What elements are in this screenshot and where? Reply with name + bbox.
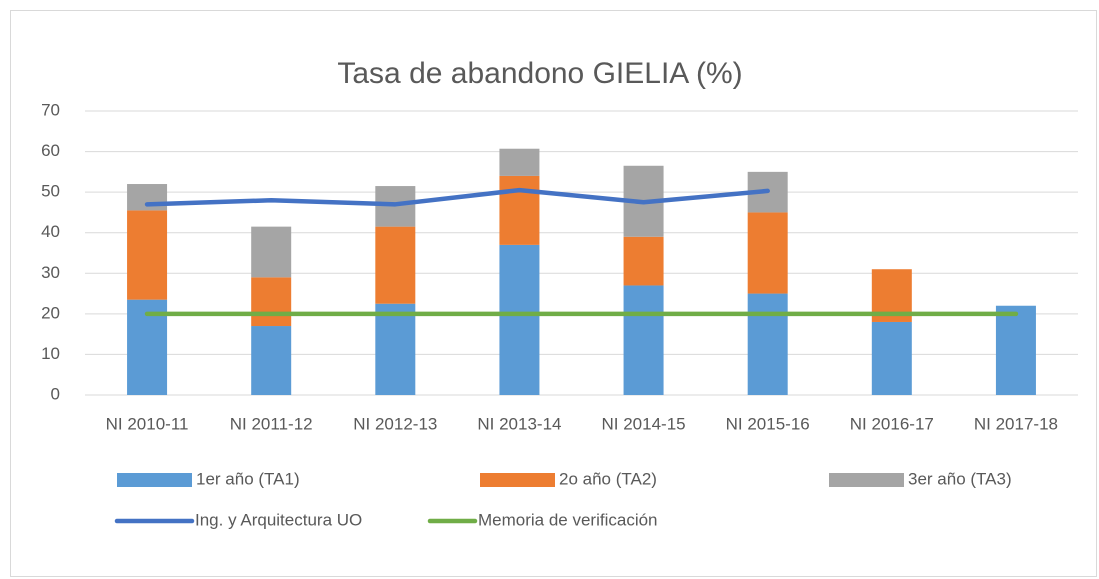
bar-segment (747, 293, 788, 395)
chart-title: Tasa de abandono GIELIA (%) (337, 57, 742, 90)
bar-segment (251, 226, 292, 278)
y-tick-label: 70 (41, 100, 60, 119)
bar-segment (499, 148, 540, 176)
x-tick-label: NI 2012-13 (353, 414, 437, 433)
bar-segment (871, 321, 912, 395)
x-tick-label: NI 2010-11 (106, 414, 189, 433)
legend-swatch (829, 473, 904, 487)
x-tick-label: NI 2013-14 (477, 414, 561, 433)
bar-segment (499, 175, 540, 245)
bar-segment (623, 236, 664, 286)
y-tick-label: 60 (41, 141, 60, 160)
legend-label: 1er año (TA1) (196, 469, 300, 488)
x-tick-label: NI 2011-12 (230, 414, 313, 433)
x-tick-label: NI 2014-15 (602, 414, 686, 433)
bar-segment (251, 326, 292, 395)
legend-label: 3er año (TA3) (908, 469, 1012, 488)
bar-segment (127, 210, 168, 300)
y-tick-label: 30 (41, 263, 60, 282)
x-tick-label: NI 2017-18 (974, 414, 1058, 433)
bar-segment (995, 305, 1036, 395)
y-tick-label: 40 (41, 222, 60, 241)
legend-label: 2o año (TA2) (559, 469, 657, 488)
y-tick-label: 50 (41, 182, 60, 201)
y-tick-label: 0 (51, 384, 60, 403)
x-tick-label: NI 2016-17 (850, 414, 934, 433)
y-tick-label: 20 (41, 303, 60, 322)
bar-segment (375, 303, 416, 395)
bar-segment (375, 226, 416, 304)
legend-label: Ing. y Arquitectura UO (195, 510, 362, 529)
bar-segment (623, 285, 664, 395)
line-series (144, 187, 770, 207)
y-tick-label: 10 (41, 344, 60, 363)
legend-swatch (117, 473, 192, 487)
bar-segment (251, 277, 292, 327)
bar-segment (747, 212, 788, 294)
chart-frame (10, 10, 1097, 577)
x-tick-label: NI 2015-16 (726, 414, 810, 433)
legend-swatch (480, 473, 555, 487)
bar-segment (499, 244, 540, 395)
legend-label: Memoria de verificación (478, 510, 658, 529)
